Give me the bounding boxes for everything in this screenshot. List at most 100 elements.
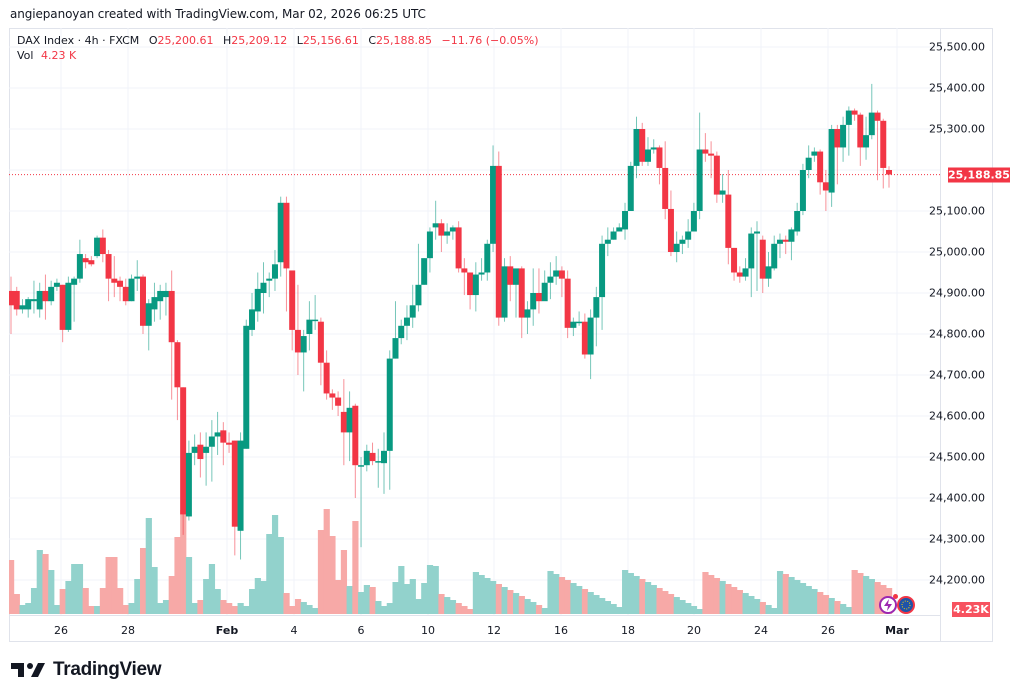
candle — [461, 258, 468, 296]
volume-bar — [403, 584, 411, 614]
candle — [822, 170, 829, 211]
chart-plot-area[interactable] — [9, 28, 940, 615]
volume-bar — [593, 595, 600, 614]
volume-bar — [174, 537, 181, 614]
volume-bar — [289, 606, 296, 614]
low-label: L — [296, 34, 303, 47]
candle — [415, 243, 422, 312]
volume-bar — [300, 602, 307, 614]
candle — [518, 266, 525, 339]
volume-bar — [426, 565, 434, 614]
candle — [128, 274, 135, 302]
volume-bar — [719, 581, 726, 614]
close-value: 25,188.85 — [376, 34, 433, 47]
candle — [604, 227, 611, 257]
candle — [449, 225, 456, 240]
volume-bar — [352, 521, 359, 614]
volume-bar — [449, 600, 457, 614]
volume-bar — [851, 570, 858, 614]
volume-bar — [13, 594, 20, 614]
volume-bar — [581, 589, 589, 614]
symbol-label[interactable]: DAX Index · 4h · FXCM — [17, 34, 140, 47]
time-tick-label: 10 — [421, 624, 435, 637]
time-axis[interactable]: 26 28 Feb 4 6 10 12 16 18 20 24 26 Mar — [9, 615, 940, 642]
candle — [639, 122, 646, 166]
candle — [317, 317, 324, 386]
candle — [105, 249, 112, 302]
price-tick-label: 25,400.00 — [929, 81, 985, 95]
candlestick-chart[interactable] — [9, 28, 940, 615]
candle — [53, 278, 60, 291]
candle — [88, 256, 95, 267]
volume-bar — [25, 603, 32, 614]
volume-bar — [524, 599, 531, 614]
candle — [490, 145, 497, 252]
candle — [788, 227, 795, 261]
close-label: C — [368, 34, 377, 47]
candle — [776, 233, 783, 259]
volume-bar — [117, 588, 124, 614]
volume-bar — [553, 574, 560, 614]
ohlc-row: DAX Index · 4h · FXCM O25,200.61 H25,209… — [17, 33, 538, 48]
price-axis[interactable]: 25,500.00 25,400.00 25,300.00 25,100.00 25,0… — [929, 28, 993, 642]
volume-bar — [99, 588, 107, 614]
volume-bar — [283, 593, 290, 614]
candle — [162, 282, 169, 316]
chart-legend: DAX Index · 4h · FXCM O25,200.61 H25,209… — [17, 33, 538, 63]
volume-bar — [587, 592, 594, 614]
lightning-event-icon[interactable] — [879, 596, 897, 614]
eu-flag-event-icon[interactable] — [897, 596, 915, 614]
volume-bar — [59, 589, 66, 614]
candle — [874, 110, 881, 181]
candle — [535, 268, 542, 314]
candle — [627, 161, 634, 211]
candle — [237, 432, 244, 560]
price-tick-label: 24,700.00 — [929, 368, 985, 382]
volume-bar — [9, 560, 15, 614]
candle — [363, 444, 370, 472]
volume-bar — [794, 580, 801, 614]
candle — [9, 276, 14, 334]
volume-bar — [667, 594, 675, 614]
tradingview-logo[interactable]: TradingView — [11, 659, 162, 681]
volume-bar — [271, 515, 279, 614]
candle — [696, 112, 703, 220]
volume-bar — [168, 576, 175, 614]
volume-bar — [690, 606, 698, 614]
candle — [220, 422, 227, 466]
price-tick-label: 25,500.00 — [929, 40, 985, 54]
volume-label[interactable]: Vol — [17, 49, 34, 62]
candle — [145, 299, 152, 351]
candle — [868, 83, 875, 140]
price-tick-label: 25,100.00 — [929, 204, 985, 218]
volume-bar — [840, 604, 847, 614]
volume-row: Vol 4.23 K — [17, 48, 538, 63]
time-tick-label: Mar — [885, 624, 909, 637]
time-tick-label: 26 — [821, 624, 835, 637]
candle — [828, 124, 835, 207]
volume-bar — [754, 599, 761, 614]
volume-bar — [386, 603, 393, 614]
open-label: O — [148, 34, 158, 47]
volume-tag: 4.23K — [952, 602, 990, 617]
time-tick-label: 12 — [487, 624, 501, 637]
volume-bar — [782, 574, 789, 614]
candle — [690, 202, 697, 232]
candle — [455, 221, 462, 273]
candle — [742, 258, 749, 281]
candle — [782, 235, 789, 255]
volume-bar — [478, 575, 485, 614]
volume-bar — [203, 579, 210, 614]
candle — [323, 350, 330, 400]
candle — [467, 272, 474, 310]
candle — [25, 297, 32, 318]
volume-bar — [76, 564, 84, 614]
candle — [226, 432, 233, 453]
candle — [558, 266, 565, 298]
candle — [151, 282, 158, 322]
candle — [386, 350, 393, 490]
candle — [294, 284, 301, 375]
candle — [421, 258, 428, 285]
volume-bar — [145, 518, 152, 614]
candle — [94, 235, 101, 259]
